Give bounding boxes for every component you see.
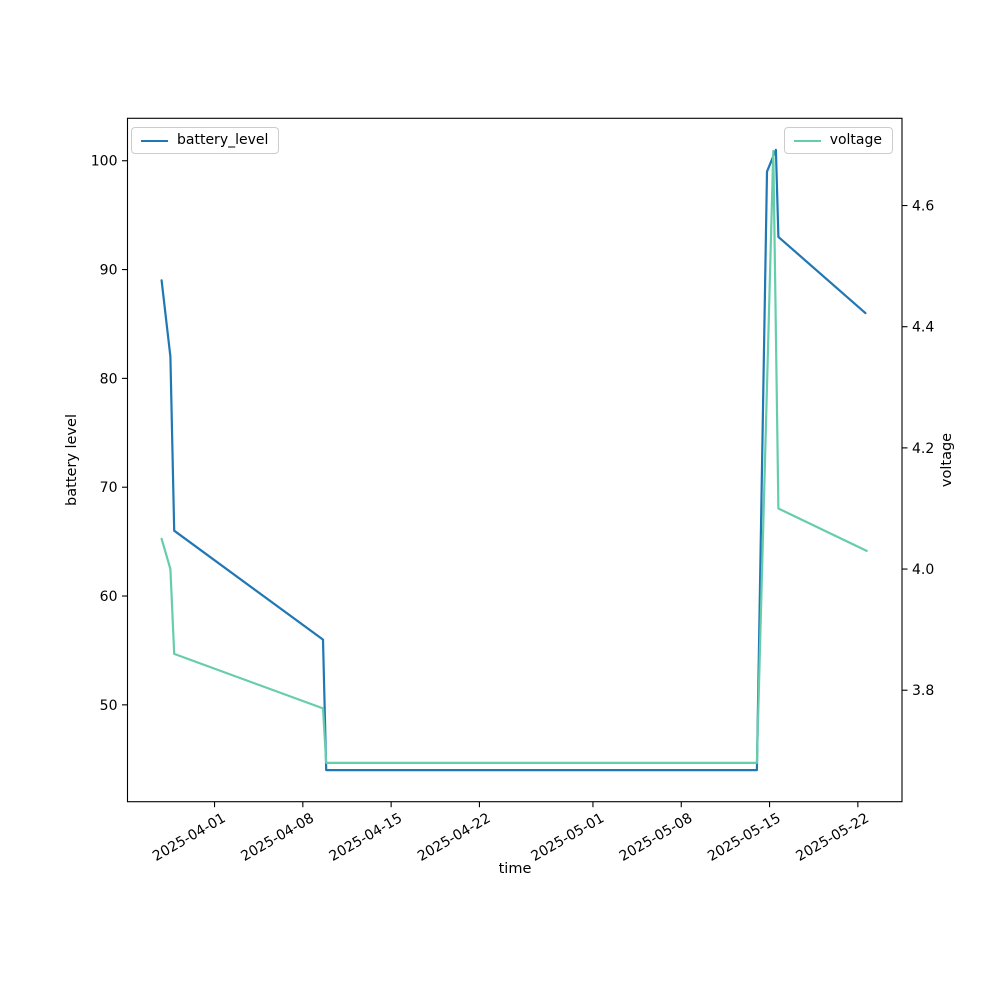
y-left-tick-label: 90 (100, 263, 118, 279)
y-left-tick-label: 60 (100, 589, 118, 605)
plot-spines (126, 117, 903, 803)
y-right-tick-label: 4.4 (912, 320, 934, 336)
x-tick-label: 2025-04-22 (415, 810, 493, 865)
legend-label-voltage: voltage (829, 132, 882, 148)
x-tick-label: 2025-04-01 (150, 810, 228, 865)
y-right-tick-label: 3.8 (912, 683, 934, 699)
y-axis-label-left: battery level (64, 413, 80, 507)
series-line-battery_level (160, 148, 867, 772)
x-tick-label: 2025-04-15 (327, 810, 405, 865)
y-axis-label-right: voltage (939, 432, 955, 488)
legend-line-battery-level-icon (141, 139, 168, 142)
x-tick-label: 2025-05-08 (617, 810, 695, 865)
series-line-voltage (160, 149, 868, 765)
y-left-tick-label: 50 (100, 698, 118, 714)
y-left-tick-label: 100 (91, 154, 118, 170)
legend-label-battery-level: battery_level (177, 132, 269, 148)
x-tick-label: 2025-05-15 (705, 810, 783, 865)
y-left-tick-label: 70 (100, 480, 118, 496)
x-tick-label: 2025-05-22 (793, 810, 871, 865)
x-axis-label: time (498, 861, 532, 877)
y-right-tick-label: 4.6 (912, 199, 934, 215)
y-right-tick-label: 4.0 (912, 562, 934, 578)
y-right-tick-label: 4.2 (912, 441, 934, 457)
x-tick-label: 2025-05-01 (528, 810, 606, 865)
y-left-tick-label: 80 (100, 371, 118, 387)
legend-line-voltage-icon (793, 139, 821, 142)
legend-voltage: voltage (783, 127, 893, 154)
legend-battery-level: battery_level (131, 127, 280, 154)
x-tick-label: 2025-04-08 (238, 810, 316, 865)
